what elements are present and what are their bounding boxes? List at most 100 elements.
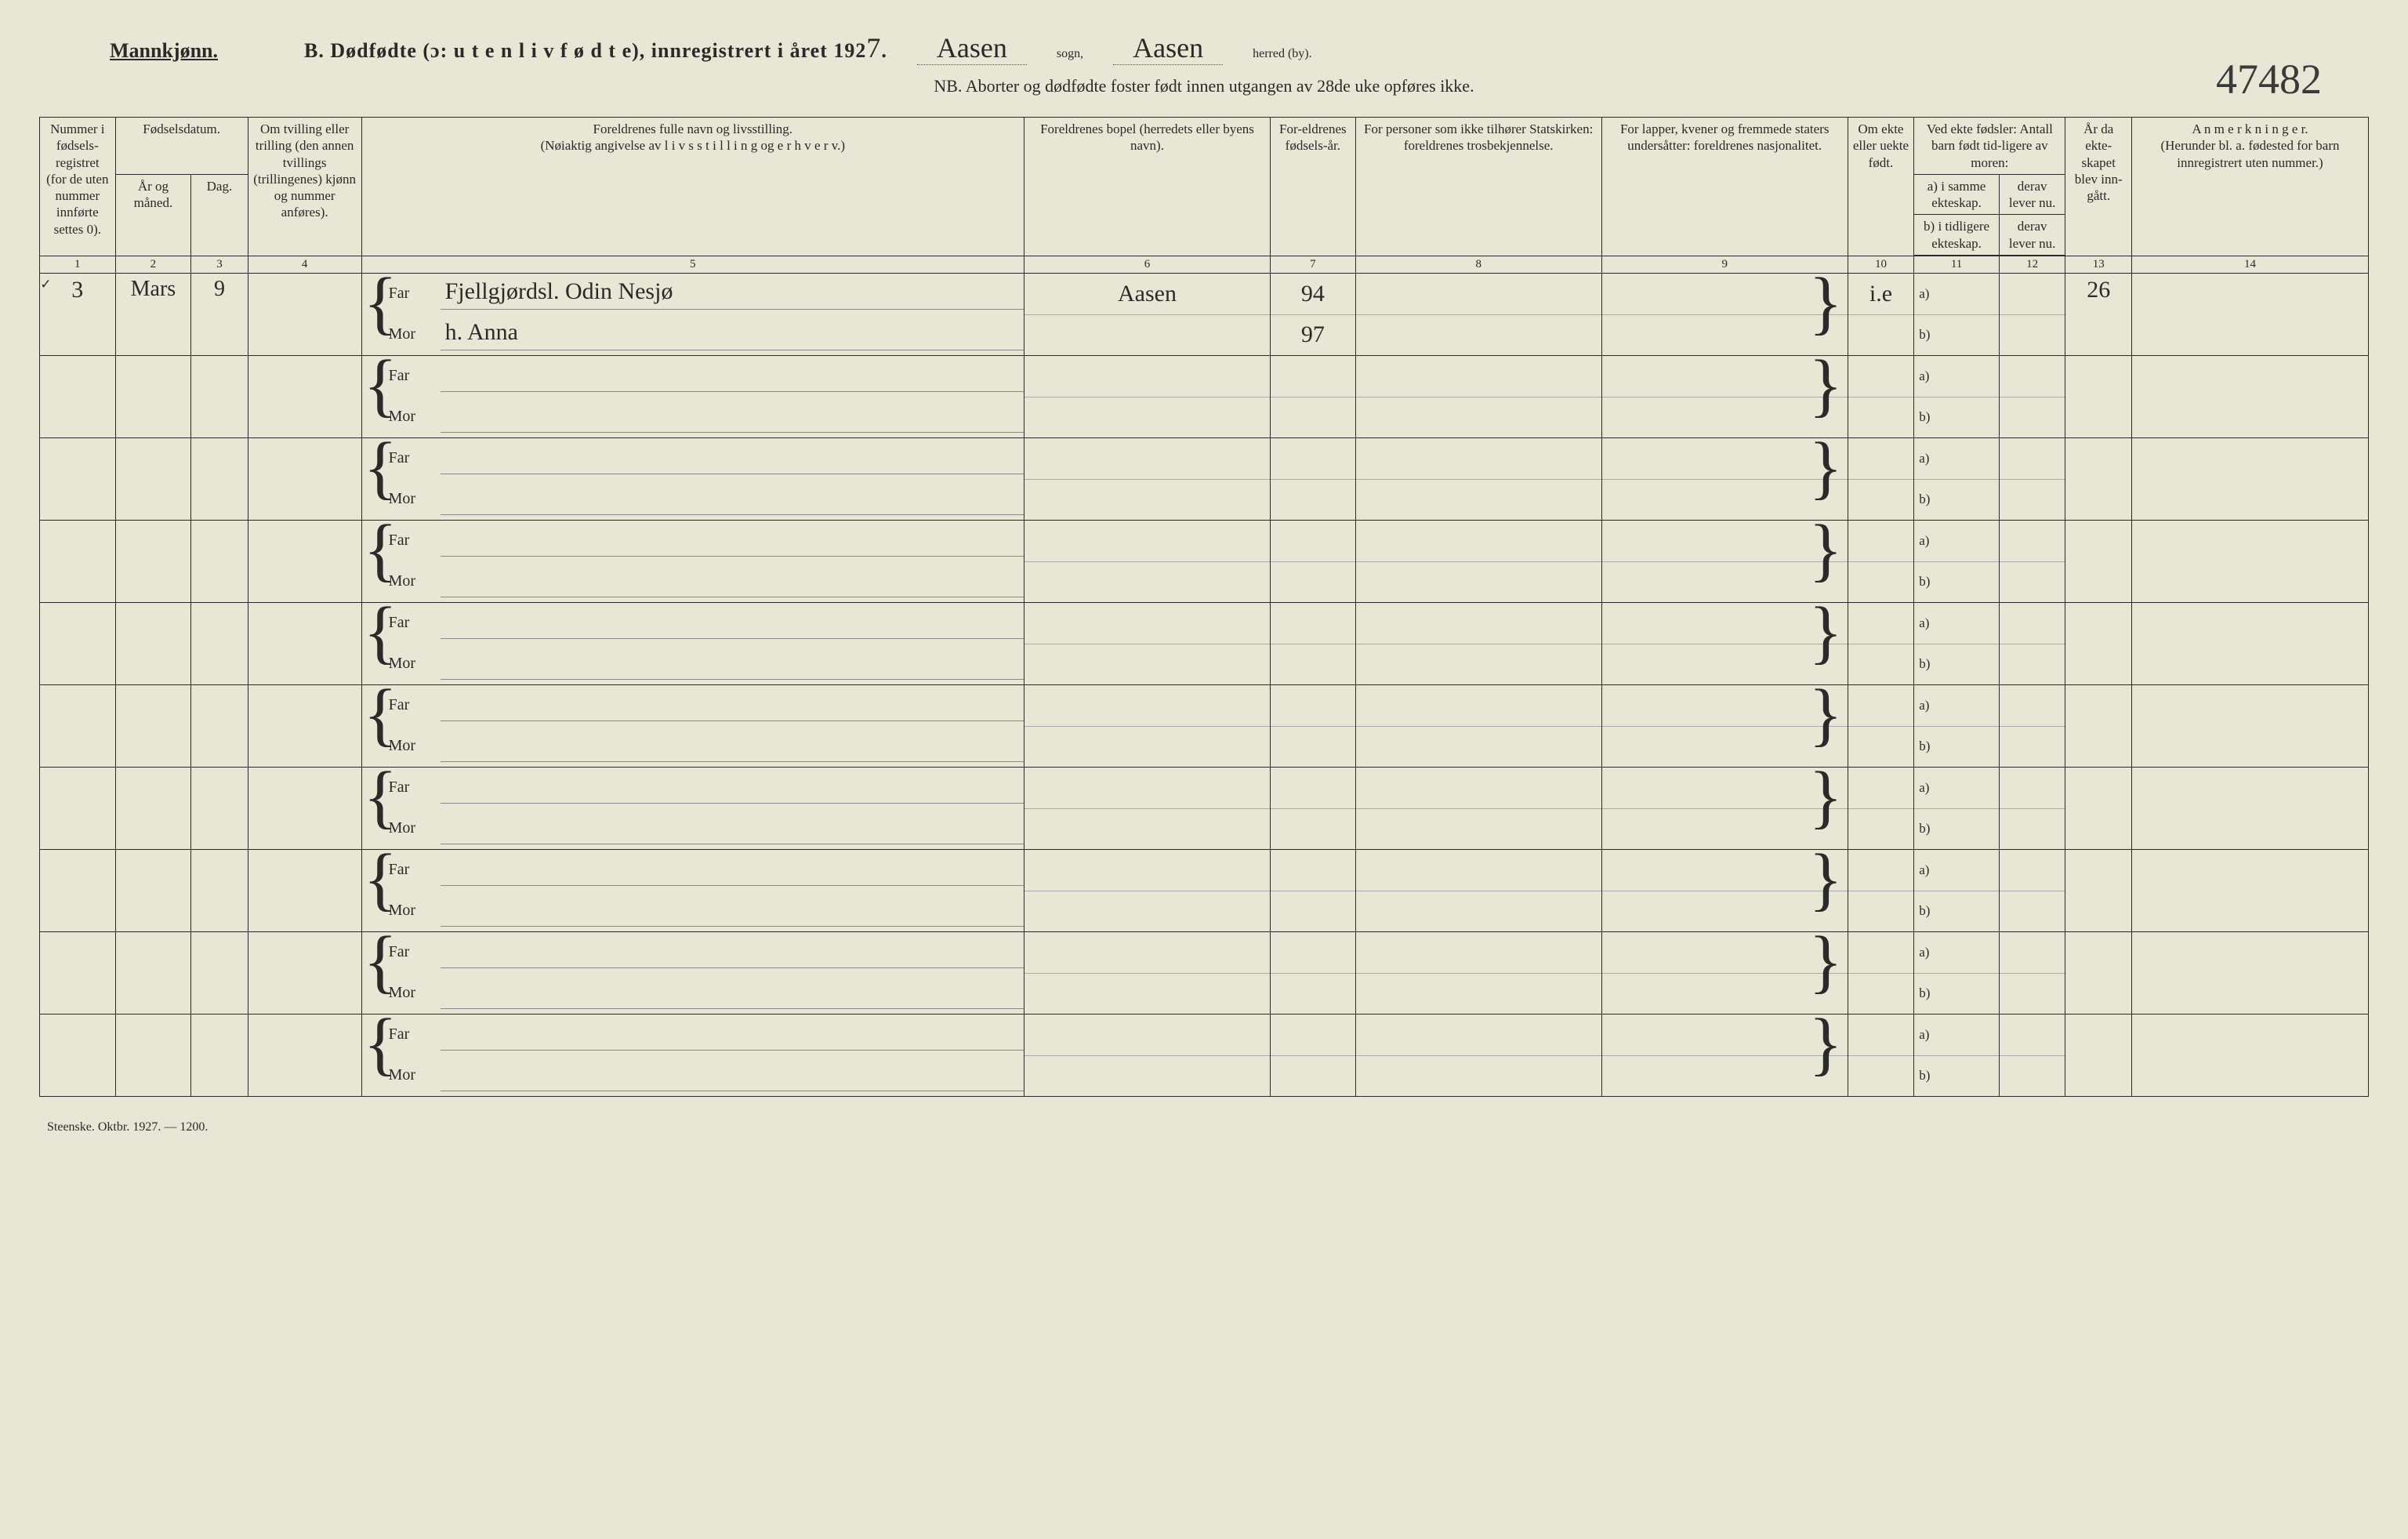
cell-nationality: } <box>1601 602 1848 684</box>
cell-legitimacy: i.e <box>1848 273 1914 355</box>
cell-residence <box>1024 849 1271 931</box>
h-c2a: År og måned. <box>115 174 191 256</box>
table-row: Far Mor }a) b) <box>40 684 2369 767</box>
cell-month <box>115 1014 191 1096</box>
cell-legitimacy <box>1848 437 1914 520</box>
cell-number <box>40 602 116 684</box>
cell-month <box>115 684 191 767</box>
cell-twin <box>248 931 361 1014</box>
cell-day <box>191 520 248 602</box>
h-c9: For lapper, kvener og fremmede staters u… <box>1601 118 1848 256</box>
cell-parents: Far Mor <box>361 355 1024 437</box>
cell-residence <box>1024 684 1271 767</box>
cell-living <box>1999 849 2065 931</box>
coln-3: 3 <box>191 256 248 273</box>
cell-twin <box>248 849 361 931</box>
cell-twin <box>248 437 361 520</box>
cell-religion <box>1355 684 1601 767</box>
cell-legitimacy <box>1848 849 1914 931</box>
cell-living <box>1999 437 2065 520</box>
cell-birthyears <box>1271 1014 1356 1096</box>
coln-10: 10 <box>1848 256 1914 273</box>
cell-prev-children: a) b) <box>1914 437 2000 520</box>
h-c14a: A n m e r k n i n g e r. <box>2137 121 2363 137</box>
cell-day <box>191 767 248 849</box>
h-c1: Nummer i fødsels-registret (for de uten … <box>40 118 116 256</box>
cell-prev-children: a) b) <box>1914 602 2000 684</box>
cell-twin <box>248 1014 361 1096</box>
coln-12: 12 <box>1999 256 2065 273</box>
h-c10: Om ekte eller uekte født. <box>1848 118 1914 256</box>
cell-number <box>40 437 116 520</box>
cell-month <box>115 437 191 520</box>
cell-nationality: } <box>1601 849 1848 931</box>
cell-residence <box>1024 520 1271 602</box>
h-c5b: (Nøiaktig angivelse av l i v s s t i l l… <box>367 137 1019 154</box>
cell-parents: Far Mor <box>361 520 1024 602</box>
cell-parents: FarFjellgjørdsl. Odin Nesjø Morh. Anna <box>361 273 1024 355</box>
herred-value: Aasen <box>1113 31 1223 65</box>
cell-religion <box>1355 767 1601 849</box>
cell-marriage-year <box>2065 1014 2132 1096</box>
cell-day <box>191 437 248 520</box>
table-row: ✓3Mars9 FarFjellgjørdsl. Odin Nesjø Morh… <box>40 273 2369 355</box>
cell-marriage-year: 26 <box>2065 273 2132 355</box>
table-row: Far Mor }a) b) <box>40 437 2369 520</box>
h-c14: A n m e r k n i n g e r. (Herunder bl. a… <box>2131 118 2368 256</box>
cell-remarks <box>2131 273 2368 355</box>
cell-month <box>115 849 191 931</box>
h-c11: a) i samme ekteskap. b) i tidligere ekte… <box>1914 174 2000 256</box>
cell-twin <box>248 355 361 437</box>
cell-religion <box>1355 602 1601 684</box>
cell-birthyears <box>1271 520 1356 602</box>
cell-remarks <box>2131 437 2368 520</box>
form-title: B. Dødfødte (ɔ: u t e n l i v f ø d t e)… <box>304 31 887 64</box>
h-c2b: Dag. <box>191 174 248 256</box>
header: Mannkjønn. B. Dødfødte (ɔ: u t e n l i v… <box>39 31 2369 65</box>
cell-religion <box>1355 849 1601 931</box>
cell-twin <box>248 602 361 684</box>
coln-7: 7 <box>1271 256 1356 273</box>
h-c4: Om tvilling eller trilling (den annen tv… <box>248 118 361 256</box>
page-number: 47482 <box>2216 55 2322 103</box>
cell-month: Mars <box>115 273 191 355</box>
cell-religion <box>1355 1014 1601 1096</box>
cell-birthyears: 9497 <box>1271 273 1356 355</box>
gender-label: Mannkjønn. <box>110 39 218 63</box>
cell-living <box>1999 602 2065 684</box>
cell-number <box>40 849 116 931</box>
cell-remarks <box>2131 684 2368 767</box>
cell-month <box>115 602 191 684</box>
cell-religion <box>1355 520 1601 602</box>
coln-8: 8 <box>1355 256 1601 273</box>
cell-legitimacy <box>1848 602 1914 684</box>
cell-number <box>40 355 116 437</box>
cell-number <box>40 684 116 767</box>
cell-day <box>191 849 248 931</box>
table-row: Far Mor } a) b) <box>40 1014 2369 1096</box>
cell-residence <box>1024 931 1271 1014</box>
cell-parents: Far Mor <box>361 1014 1024 1096</box>
cell-birthyears <box>1271 767 1356 849</box>
cell-number <box>40 767 116 849</box>
cell-day <box>191 931 248 1014</box>
cell-day: 9 <box>191 273 248 355</box>
cell-twin <box>248 684 361 767</box>
cell-prev-children: a) b) <box>1914 684 2000 767</box>
cell-month <box>115 355 191 437</box>
coln-11: 11 <box>1914 256 2000 273</box>
coln-13: 13 <box>2065 256 2132 273</box>
coln-4: 4 <box>248 256 361 273</box>
cell-nationality: } <box>1601 437 1848 520</box>
cell-birthyears <box>1271 437 1356 520</box>
cell-day <box>191 1014 248 1096</box>
year-handwritten: 7 <box>866 32 881 64</box>
cell-prev-children: a) b) <box>1914 1014 2000 1096</box>
h-c5a: Foreldrenes fulle navn og livsstilling. <box>367 121 1019 137</box>
cell-parents: Far Mor <box>361 602 1024 684</box>
coln-1: 1 <box>40 256 116 273</box>
cell-remarks <box>2131 520 2368 602</box>
table-row: Far Mor }a) b) <box>40 520 2369 602</box>
cell-nationality: } <box>1601 1014 1848 1096</box>
h-c11-top: Ved ekte fødsler: Antall barn født tid-l… <box>1914 118 2065 175</box>
